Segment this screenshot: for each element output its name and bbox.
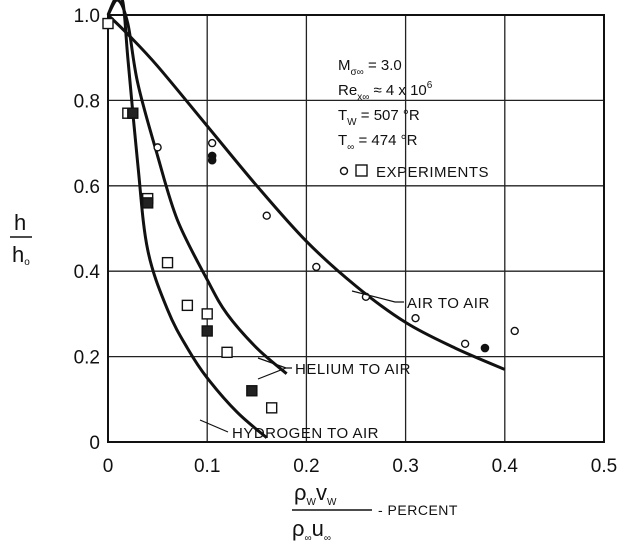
air-to-air-open-point <box>207 138 217 148</box>
hydrogen-leader <box>199 419 229 433</box>
plot-frame <box>107 14 605 443</box>
y-tick-label: 0.8 <box>74 91 100 112</box>
air-to-air-open-point <box>411 313 420 323</box>
legend-open-circle <box>339 166 349 176</box>
x-label-denominator: ρ∞u∞ <box>292 516 331 544</box>
y-label-denominator: ho <box>12 242 30 268</box>
air-to-air-open-point <box>153 143 162 152</box>
y-tick-label: 1.0 <box>74 6 100 27</box>
hydrogen-curve-label: HYDROGEN TO AIR <box>232 425 379 442</box>
condition-freestream-temp: T∞ = 474 °R <box>338 132 418 153</box>
curve-labels: AIR TO AIR HELIUM TO AIR HYDROGEN TO AIR <box>199 290 490 442</box>
helium-to-air-open-point <box>161 256 174 269</box>
air-to-air-curve <box>106 13 506 371</box>
y-tick-label: 0.4 <box>74 262 101 283</box>
point-layer <box>102 17 519 414</box>
conditions-block: Mσ∞ = 3.0 Rex∞ ≈ 4 x 106 TW = 507 °R T∞ … <box>338 57 489 181</box>
condition-reynolds: Rex∞ ≈ 4 x 106 <box>338 80 433 103</box>
air-to-air-open-point <box>312 262 321 272</box>
helium-to-air-filled-point <box>141 197 154 209</box>
helium-to-air-filled-point <box>246 385 258 397</box>
tick-layer: 0 0.1 0.2 0.3 0.4 0.5 0 0.2 0.4 0.6 0.8 1.0 <box>74 6 618 477</box>
condition-wall-temp: TW = 507 °R <box>338 107 420 128</box>
air-to-air-open-point <box>460 339 470 348</box>
helium-curve-label: HELIUM TO AIR <box>295 361 411 378</box>
x-tick-label: 0.2 <box>293 456 319 477</box>
y-label-numerator: h <box>14 210 26 235</box>
helium-to-air-open-point <box>201 308 213 320</box>
x-tick-label: 0.3 <box>392 456 418 477</box>
x-label-suffix: - PERCENT <box>378 502 458 518</box>
x-tick-label: 0.1 <box>194 456 220 477</box>
x-tick-label: 0.4 <box>492 456 519 477</box>
air-to-air-filled-point <box>207 155 217 165</box>
x-label-numerator: ρWvW <box>294 480 337 508</box>
helium-to-air-open-point <box>221 346 233 359</box>
x-tick-label: 0 <box>103 456 114 477</box>
y-tick-label: 0.2 <box>74 348 100 369</box>
air-to-air-filled-point <box>480 343 490 353</box>
helium-to-air-open-point <box>181 299 194 312</box>
x-tick-label: 0.5 <box>591 456 617 477</box>
legend-experiments-label: EXPERIMENTS <box>376 164 489 181</box>
x-axis-label: ρWvW ρ∞u∞ - PERCENT <box>292 480 458 544</box>
curve-layer <box>106 0 506 439</box>
helium-to-air-filled-point <box>201 325 213 337</box>
hydrogen-to-air-open-point <box>102 17 114 30</box>
condition-mach: Mσ∞ = 3.0 <box>338 57 402 78</box>
legend-open-square <box>355 164 368 177</box>
helium-leader <box>257 357 292 380</box>
y-axis-label: h ho <box>10 210 32 268</box>
helium-to-air-filled-point <box>127 107 139 119</box>
air-to-air-open-point <box>262 211 271 220</box>
helium-to-air-curve <box>106 0 288 375</box>
air-to-air-open-point <box>510 326 519 336</box>
air-curve-label: AIR TO AIR <box>407 295 490 312</box>
hydrogen-to-air-curve <box>106 0 268 439</box>
helium-to-air-open-point <box>265 402 278 414</box>
air-leader <box>351 290 404 303</box>
y-tick-label: 0 <box>89 433 100 454</box>
y-tick-label: 0.6 <box>74 177 100 198</box>
